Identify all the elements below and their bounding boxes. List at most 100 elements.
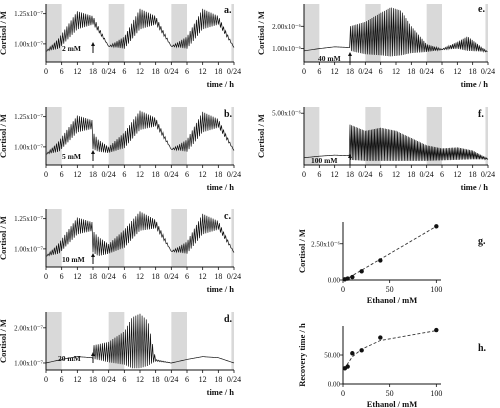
x-tick-label: 18 — [89, 272, 97, 281]
x-tick-label: 18 — [214, 170, 222, 179]
x-tick-label: 0/24 — [164, 272, 178, 281]
ethanol-arrow-head — [348, 154, 352, 158]
night-shade-band — [108, 209, 125, 267]
x-tick-label: 12 — [73, 272, 81, 281]
x-tick-label: 18 — [89, 67, 97, 76]
x-tick-label: 6 — [317, 67, 321, 76]
x-axis-title: time / h — [207, 387, 235, 397]
ethanol-arrow-head — [348, 52, 352, 56]
y-tick-label: 1.00x10⁻⁷ — [14, 245, 43, 253]
ethanol-arrow-head — [91, 352, 95, 356]
night-shade-band — [46, 209, 62, 267]
ethanol-arrow-head — [91, 253, 95, 257]
x-tick-label: 0/24 — [164, 67, 178, 76]
x-tick-label: 0 — [302, 170, 306, 179]
night-shade-band — [108, 4, 125, 62]
x-tick-label: 50 — [386, 285, 394, 294]
x-axis-title: time / h — [461, 182, 489, 192]
y-tick-label: 1.25x10⁻⁷ — [14, 215, 43, 223]
x-tick-label: 0/24 — [227, 272, 241, 281]
ethanol-arrow-head — [91, 150, 95, 154]
y-axis-title: Cortisol / M — [0, 319, 8, 363]
x-tick-label: 12 — [392, 67, 400, 76]
panel-a: 0 6 12 18 0/24 6 12 18 0/24 6 12 18 0/24 time / h 1.00… — [0, 4, 241, 89]
y-tick-label: 1.00x10⁻⁷ — [14, 40, 43, 48]
panel-letter: e. — [478, 4, 485, 15]
data-point — [378, 335, 383, 340]
ethanol-dose-label: 10 mM — [62, 255, 85, 264]
x-tick-label: 0/24 — [481, 67, 495, 76]
panel-letter: b. — [224, 109, 233, 120]
night-shade-band — [485, 4, 488, 62]
ethanol-arrow-head — [91, 42, 95, 46]
panel-letter: d. — [224, 314, 233, 325]
x-tick-label: 6 — [185, 170, 189, 179]
x-axis-title: time / h — [207, 182, 235, 192]
x-tick-label: 6 — [185, 67, 189, 76]
night-shade-band — [46, 107, 62, 165]
data-point — [359, 269, 364, 274]
panel-d: 0 6 12 18 0/24 6 12 18 0/24 6 12 18 0/24 time / h 1.00… — [0, 312, 241, 397]
x-tick-label: 18 — [346, 67, 354, 76]
night-shade-band — [231, 107, 234, 165]
y-axis-title: Cortisol / M — [256, 114, 266, 158]
x-tick-label: 12 — [199, 67, 207, 76]
x-tick-label: 12 — [136, 170, 144, 179]
x-tick-label: 0/24 — [420, 67, 434, 76]
y-tick-label: 50.00 — [324, 352, 340, 360]
x-tick-label: 12 — [199, 375, 207, 384]
x-tick-label: 0/24 — [102, 67, 116, 76]
panel-b: 0 6 12 18 0/24 6 12 18 0/24 6 12 18 0/24 time / h 1.00… — [0, 107, 241, 192]
x-tick-label: 0/24 — [227, 375, 241, 384]
fit-line — [344, 330, 437, 370]
x-tick-label: 12 — [331, 170, 339, 179]
night-shade-band — [171, 4, 187, 62]
x-tick-label: 18 — [152, 375, 160, 384]
x-tick-label: 6 — [122, 67, 126, 76]
x-axis-title: time / h — [207, 284, 235, 294]
night-shade-band — [426, 107, 442, 165]
cortisol-trace — [45, 211, 235, 257]
ethanol-dose-label: 20 mM — [58, 354, 81, 363]
x-tick-label: 0/24 — [102, 170, 116, 179]
x-tick-label: 0 — [44, 375, 48, 384]
panel-letter: g. — [478, 236, 486, 247]
x-tick-label: 12 — [453, 170, 461, 179]
cortisol-trace — [45, 313, 235, 369]
panel-letter: a. — [224, 5, 232, 16]
x-tick-label: 0/24 — [227, 170, 241, 179]
night-shade-band — [46, 312, 62, 370]
x-axis-title: time / h — [461, 79, 489, 89]
y-tick-label: 1.00x10⁻⁷ — [14, 143, 43, 151]
night-shade-band — [171, 312, 187, 370]
x-tick-label: 12 — [136, 375, 144, 384]
x-tick-label: 6 — [379, 67, 383, 76]
y-axis-title: Cortisol / M — [0, 216, 8, 260]
y-axis-title: Cortisol / M — [0, 114, 8, 158]
y-tick-label: 1.00x10⁻⁶ — [272, 45, 301, 53]
x-tick-label: 0/24 — [358, 170, 372, 179]
x-tick-label: 0/24 — [102, 272, 116, 281]
data-point — [434, 224, 439, 229]
x-tick-label: 18 — [152, 170, 160, 179]
y-tick-label: 2.00x10⁻⁶ — [272, 23, 301, 31]
x-tick-label: 12 — [136, 67, 144, 76]
x-tick-label: 0 — [302, 67, 306, 76]
y-tick-label: 2.00x10⁻⁷ — [14, 324, 43, 332]
fit-line — [344, 225, 437, 281]
panel-e: 0 6 12 18 0/24 6 12 18 0/24 6 12 18 0/24 time / h 1.00… — [256, 4, 495, 89]
x-tick-label: 6 — [440, 170, 444, 179]
x-tick-label: 0/24 — [358, 67, 372, 76]
x-tick-label: 0 — [44, 170, 48, 179]
night-shade-band — [108, 107, 125, 165]
x-tick-label: 0 — [44, 67, 48, 76]
x-tick-label: 18 — [469, 67, 477, 76]
night-shade-band — [426, 4, 442, 62]
x-tick-label: 0/24 — [164, 375, 178, 384]
night-shade-band — [171, 209, 187, 267]
x-tick-label: 6 — [60, 67, 64, 76]
x-tick-label: 6 — [440, 67, 444, 76]
night-shade-band — [304, 4, 320, 62]
x-tick-label: 0 — [44, 272, 48, 281]
